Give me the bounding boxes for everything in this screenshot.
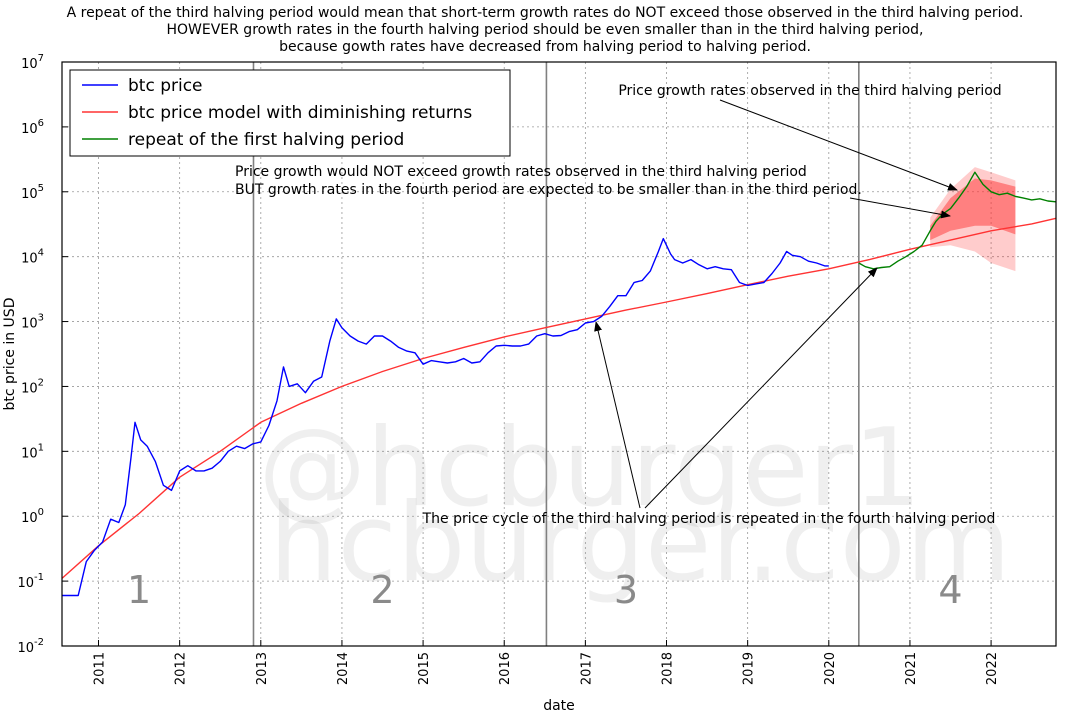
series-line-model bbox=[61, 217, 1057, 579]
period-label-3: 3 bbox=[614, 568, 638, 612]
growth-band-inner bbox=[930, 178, 1016, 241]
chart-title-line-3: because gowth rates have decreased from … bbox=[279, 39, 811, 55]
watermark-handle: @hcburger1 bbox=[258, 406, 921, 531]
legend-label-repeat: repeat of the first halving period bbox=[128, 130, 404, 150]
y-tick-exponent-3: 1 bbox=[38, 442, 44, 453]
plot-area bbox=[62, 62, 1056, 646]
annotation-middle-1: Price growth would NOT exceed growth rat… bbox=[235, 164, 807, 180]
x-tick-label-2021: 2021 bbox=[904, 652, 919, 685]
x-tick-label-2016: 2016 bbox=[498, 652, 513, 685]
x-tick-label-2015: 2015 bbox=[417, 652, 432, 685]
period-label-1: 1 bbox=[127, 568, 151, 612]
legend-label-btc: btc price bbox=[128, 76, 203, 96]
y-tick-exponent-0: -2 bbox=[34, 637, 44, 648]
y-tick-exponent-9: 7 bbox=[38, 53, 44, 64]
x-tick-label-2017: 2017 bbox=[579, 652, 594, 685]
series-layer bbox=[61, 171, 1057, 597]
y-tick-label-7: 105 bbox=[21, 183, 44, 202]
y-tick-exponent-8: 6 bbox=[38, 118, 44, 129]
y-tick-label-1: 10-1 bbox=[17, 572, 44, 591]
y-tick-exponent-1: -1 bbox=[34, 572, 44, 583]
x-tick-label-2012: 2012 bbox=[174, 652, 189, 685]
annotation-bottom: The price cycle of the third halving per… bbox=[422, 511, 996, 527]
x-axis-label: date bbox=[543, 698, 575, 714]
halving-lines bbox=[252, 62, 860, 646]
y-tick-label-8: 106 bbox=[21, 118, 44, 137]
legend-label-model: btc price model with diminishing returns bbox=[128, 103, 472, 123]
period-labels: 1 2 3 4 bbox=[127, 568, 963, 612]
y-tick-label-9: 107 bbox=[21, 53, 44, 72]
x-tick-label-2011: 2011 bbox=[93, 652, 108, 685]
y-axis-label: btc price in USD bbox=[2, 298, 18, 411]
y-tick-label-4: 102 bbox=[21, 377, 44, 396]
x-tick-label-2022: 2022 bbox=[985, 652, 1000, 685]
chart-title-line-1: A repeat of the third halving period wou… bbox=[67, 5, 1024, 21]
annotation-top: Price growth rates observed in the third… bbox=[618, 83, 1001, 99]
y-tick-label-0: 10-2 bbox=[17, 637, 44, 656]
annotations: Price growth rates observed in the third… bbox=[235, 83, 1002, 527]
y-tick-label-3: 101 bbox=[21, 442, 44, 461]
x-tick-label-2013: 2013 bbox=[255, 652, 270, 685]
period-label-2: 2 bbox=[370, 568, 394, 612]
chart-title-line-2: HOWEVER growth rates in the fourth halvi… bbox=[166, 22, 923, 38]
watermark-site: hcburger.com bbox=[269, 481, 1011, 606]
series-line-btc-price bbox=[62, 237, 829, 597]
y-tick-label-2: 100 bbox=[21, 507, 44, 526]
x-axis-ticks: 2011 2012 2013 2014 2015 2016 2017 2018 2019 2020… bbox=[93, 640, 1000, 685]
arrow-bottom-right bbox=[644, 267, 878, 509]
y-tick-exponent-7: 5 bbox=[38, 183, 44, 194]
arrow-bottom-left bbox=[594, 321, 641, 509]
y-tick-exponent-4: 2 bbox=[38, 377, 44, 388]
arrow-middle bbox=[849, 197, 951, 219]
y-tick-label-6: 104 bbox=[21, 248, 44, 267]
plot-frame bbox=[61, 61, 1057, 647]
x-tick-label-2018: 2018 bbox=[661, 652, 676, 685]
x-tick-label-2014: 2014 bbox=[336, 652, 351, 685]
legend-box bbox=[69, 69, 511, 157]
y-tick-exponent-2: 0 bbox=[38, 507, 44, 518]
x-tick-label-2020: 2020 bbox=[823, 652, 838, 685]
x-tick-label-2019: 2019 bbox=[742, 652, 757, 685]
y-tick-label-5: 103 bbox=[21, 313, 44, 332]
y-tick-exponent-6: 4 bbox=[38, 248, 44, 259]
series-line-repeat bbox=[858, 171, 1057, 270]
period-label-4: 4 bbox=[938, 568, 962, 612]
arrow-top bbox=[719, 99, 958, 191]
y-tick-exponent-5: 3 bbox=[38, 313, 44, 324]
legend: btc price btc price model with diminishi… bbox=[69, 69, 511, 157]
annotation-middle-2: BUT growth rates in the fourth period ar… bbox=[235, 182, 862, 198]
